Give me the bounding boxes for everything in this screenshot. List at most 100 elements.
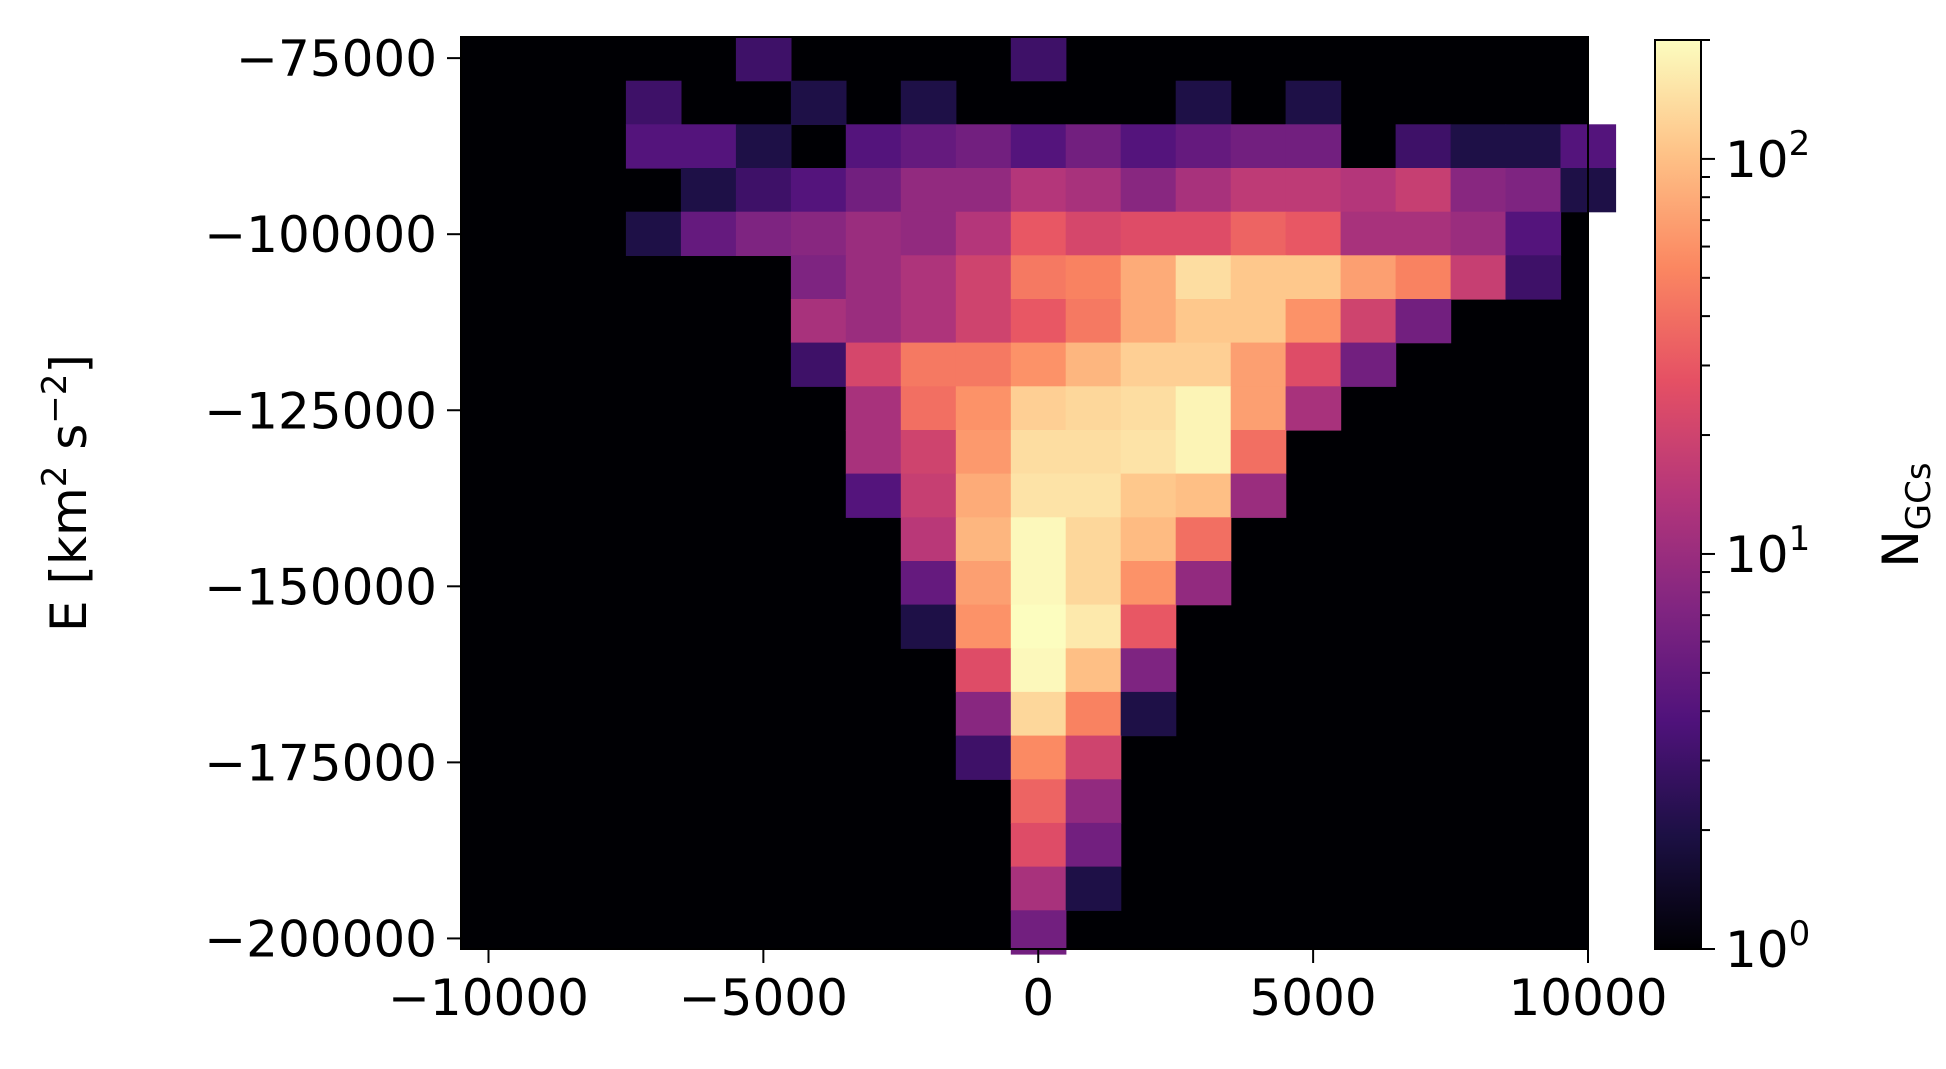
heatmap-cell [1120, 342, 1177, 387]
heatmap-cell [1010, 37, 1067, 82]
y-tick-label: −150000 [204, 558, 437, 616]
heatmap-cell [790, 299, 847, 344]
heatmap-cell [900, 561, 957, 606]
heatmap-cell [900, 430, 957, 475]
heatmap-cell [1010, 473, 1067, 518]
x-tick-label: −5000 [679, 969, 848, 1027]
heatmap-cell [1120, 517, 1177, 562]
heatmap-cell [1065, 735, 1122, 780]
heatmap-cell [1230, 342, 1287, 387]
heatmap-cell [1175, 561, 1232, 606]
heatmap-cell [680, 211, 737, 256]
heatmap-cell [1395, 255, 1452, 300]
heatmap-cell [790, 168, 847, 213]
heatmap-cell [1175, 342, 1232, 387]
heatmap-cell [790, 255, 847, 300]
heatmap-cell [845, 299, 902, 344]
heatmap-cell [955, 735, 1012, 780]
heatmap-cell [1395, 168, 1452, 213]
colorbar-tick-label: 101 [1725, 519, 1810, 584]
heatmap-cell [1175, 430, 1232, 475]
heatmap-cell [900, 342, 957, 387]
heatmap-cell [955, 342, 1012, 387]
heatmap-cell [1505, 168, 1562, 213]
heatmap-cell [1010, 211, 1067, 256]
heatmap-cell [1505, 255, 1562, 300]
heatmap-cell [1285, 124, 1342, 169]
heatmap-cell [1340, 255, 1397, 300]
heatmap-cell [790, 80, 847, 125]
heatmap-cell [680, 124, 737, 169]
heatmap-cell [955, 255, 1012, 300]
heatmap-cell [845, 168, 902, 213]
heatmap-cell [1065, 779, 1122, 824]
heatmap-cell [1395, 299, 1452, 344]
heatmap-cell [1175, 168, 1232, 213]
heatmap-cell [1120, 211, 1177, 256]
heatmap-cell [900, 473, 957, 518]
heatmap-cell [1120, 691, 1177, 737]
heatmap-cell [1010, 386, 1067, 431]
heatmap-cell [1340, 211, 1397, 256]
heatmap-cell [1285, 342, 1342, 387]
y-tick-label: −125000 [204, 382, 437, 440]
y-axis-label: E [km2 s−2] [35, 354, 98, 632]
heatmap-cell [625, 80, 682, 125]
heatmap-cell [1340, 299, 1397, 344]
heatmap-cell [900, 124, 957, 169]
heatmap-cell [845, 473, 902, 518]
colorbar-ticks: 100 101 102 [1701, 39, 1810, 979]
heatmap-cell [1120, 168, 1177, 213]
heatmap-cell [900, 80, 957, 125]
heatmap-cell [955, 473, 1012, 518]
colorbar-label: NGCs [1872, 462, 1939, 567]
heatmap-cell [1120, 648, 1177, 693]
colorbar-tick-label: 100 [1725, 914, 1810, 979]
heatmap-cell [1010, 299, 1067, 344]
heatmap-cell [1120, 255, 1177, 300]
heatmap-cell [900, 604, 957, 649]
y-tick-label: −175000 [204, 734, 437, 792]
heatmap-cell [1010, 124, 1067, 169]
heatmap-cell [1065, 255, 1122, 300]
x-tick-label: −10000 [388, 969, 589, 1027]
heatmap-cell [900, 299, 957, 344]
heatmap-cell [955, 386, 1012, 431]
heatmap-cell [1230, 168, 1287, 213]
heatmap-cell [1175, 211, 1232, 256]
heatmap-cell [1505, 211, 1562, 256]
heatmap-cell [1065, 211, 1122, 256]
x-tick-label: 10000 [1508, 969, 1667, 1027]
heatmap-cell [1120, 299, 1177, 344]
heatmap-cell [1175, 386, 1232, 431]
heatmap-cell [1230, 211, 1287, 256]
heatmap-cell [1065, 691, 1122, 737]
heatmap-cell [735, 211, 792, 256]
heatmap-cell [900, 168, 957, 213]
heatmap-cell [900, 255, 957, 300]
heatmap-cell [735, 168, 792, 213]
heatmap-cell [1120, 124, 1177, 169]
y-axis: −75000 −100000 −125000 −150000 −175000 −20000… [204, 30, 461, 968]
heatmap-cell [1230, 124, 1287, 169]
heatmap-cell [1065, 517, 1122, 562]
x-axis: −10000 −5000 0 5000 10000 [388, 949, 1668, 1027]
heatmap-cell [1285, 80, 1342, 125]
heatmap-cell [1450, 168, 1507, 213]
heatmap-cell [955, 604, 1012, 649]
heatmap-cell [1285, 299, 1342, 344]
heatmap-cell [1065, 473, 1122, 518]
heatmap-cell [1395, 124, 1452, 169]
heatmap-cell [1175, 517, 1232, 562]
heatmap-cell [1285, 255, 1342, 300]
heatmap-cell [1230, 299, 1287, 344]
heatmap-cell [1065, 299, 1122, 344]
heatmap-cell [1010, 168, 1067, 213]
heatmap-cell [845, 386, 902, 431]
heatmap-cell [1010, 342, 1067, 387]
heatmap-cell [790, 211, 847, 256]
heatmap-cell [1230, 386, 1287, 431]
heatmap-cell [1505, 124, 1562, 169]
heatmap-cell [1065, 430, 1122, 475]
heatmap-cells [625, 37, 1617, 955]
